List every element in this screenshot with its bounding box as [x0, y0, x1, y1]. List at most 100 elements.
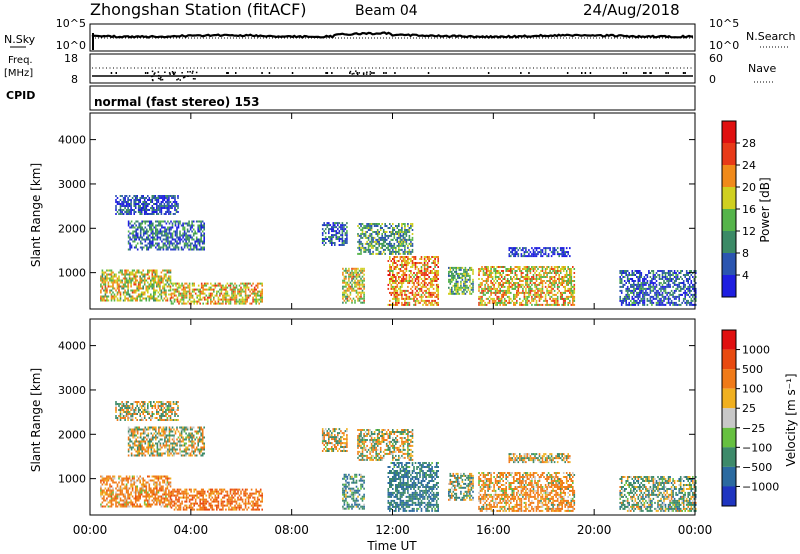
data-cell [148, 213, 151, 215]
data-cell [329, 236, 332, 239]
data-cell [189, 242, 192, 245]
data-cell [572, 297, 574, 300]
data-cell [420, 266, 423, 268]
data-cell [435, 270, 438, 272]
data-cell [163, 491, 166, 494]
data-cell [240, 292, 242, 295]
data-cell [375, 223, 377, 225]
data-cell [143, 283, 146, 286]
data-cell [519, 297, 521, 300]
data-cell [165, 213, 167, 215]
data-cell [404, 244, 406, 247]
data-cell [451, 276, 453, 279]
data-cell [625, 299, 627, 302]
data-cell [372, 238, 374, 241]
data-cell [136, 497, 138, 500]
data-cell [488, 287, 491, 290]
data-cell [555, 293, 557, 296]
data-cell [500, 280, 503, 282]
data-cell [523, 266, 526, 268]
data-cell [637, 287, 640, 290]
data-cell [679, 303, 682, 306]
data-cell [103, 491, 105, 494]
data-cell [646, 299, 649, 302]
data-cell [346, 295, 349, 298]
data-cell [351, 273, 353, 276]
data-cell [198, 238, 201, 241]
data-cell [162, 299, 164, 302]
data-cell [457, 274, 459, 277]
data-cell [429, 295, 432, 298]
data-cell [633, 287, 635, 290]
data-cell [364, 250, 367, 253]
data-cell [232, 284, 235, 287]
data-cell [384, 248, 386, 251]
data-cell [407, 246, 409, 249]
data-cell [528, 270, 530, 272]
data-cell [567, 295, 569, 298]
data-cell [541, 291, 544, 294]
data-cell [693, 280, 696, 282]
data-cell [364, 242, 367, 245]
data-cell [534, 283, 536, 286]
data-cell [619, 299, 621, 302]
data-cell [112, 285, 114, 288]
data-cell [194, 288, 197, 291]
data-cell [235, 302, 238, 305]
data-cell [125, 497, 128, 500]
data-cell [392, 250, 394, 253]
data-cell [411, 236, 414, 239]
data-cell [675, 287, 677, 290]
data-cell [188, 302, 191, 305]
data-cell [457, 292, 459, 295]
data-cell [544, 303, 547, 306]
data-cell [205, 302, 208, 305]
data-cell [538, 293, 541, 296]
data-cell [401, 225, 403, 227]
data-cell [628, 293, 630, 296]
data-cell [338, 226, 341, 229]
data-cell [660, 301, 662, 304]
data-cell [526, 282, 529, 284]
data-cell [490, 285, 492, 288]
data-cell [153, 197, 155, 199]
data-cell [455, 282, 458, 285]
data-cell [426, 268, 429, 270]
data-cell [115, 207, 117, 209]
data-cell [467, 272, 470, 275]
data-cell [360, 293, 362, 296]
data-cell [168, 246, 171, 249]
data-cell [351, 269, 353, 272]
data-cell [165, 483, 167, 486]
data-cell [640, 287, 643, 290]
data-cell [376, 233, 379, 235]
power-y-label: Slant Range [km] [29, 163, 43, 267]
data-cell [497, 270, 500, 272]
data-cell [363, 285, 365, 288]
data-cell [401, 270, 403, 272]
data-cell [660, 287, 662, 290]
data-cell [390, 283, 393, 286]
data-cell [396, 244, 399, 247]
data-cell [159, 477, 161, 480]
data-cell [390, 260, 393, 262]
data-cell [176, 246, 178, 249]
data-cell [352, 277, 355, 280]
data-cell [141, 226, 143, 229]
data-cell [201, 242, 204, 245]
data-cell [188, 294, 191, 297]
data-cell [562, 301, 565, 304]
data-cell [655, 280, 658, 282]
data-cell [183, 226, 186, 229]
data-cell [687, 285, 689, 288]
data-cell [375, 240, 377, 243]
data-cell [226, 298, 229, 301]
data-cell [143, 209, 146, 211]
data-cell [127, 495, 129, 498]
data-cell [398, 260, 400, 262]
data-cell [127, 199, 129, 201]
data-cell [235, 286, 238, 289]
data-cell [496, 303, 498, 306]
data-cell [549, 282, 551, 284]
data-cell [651, 295, 653, 298]
